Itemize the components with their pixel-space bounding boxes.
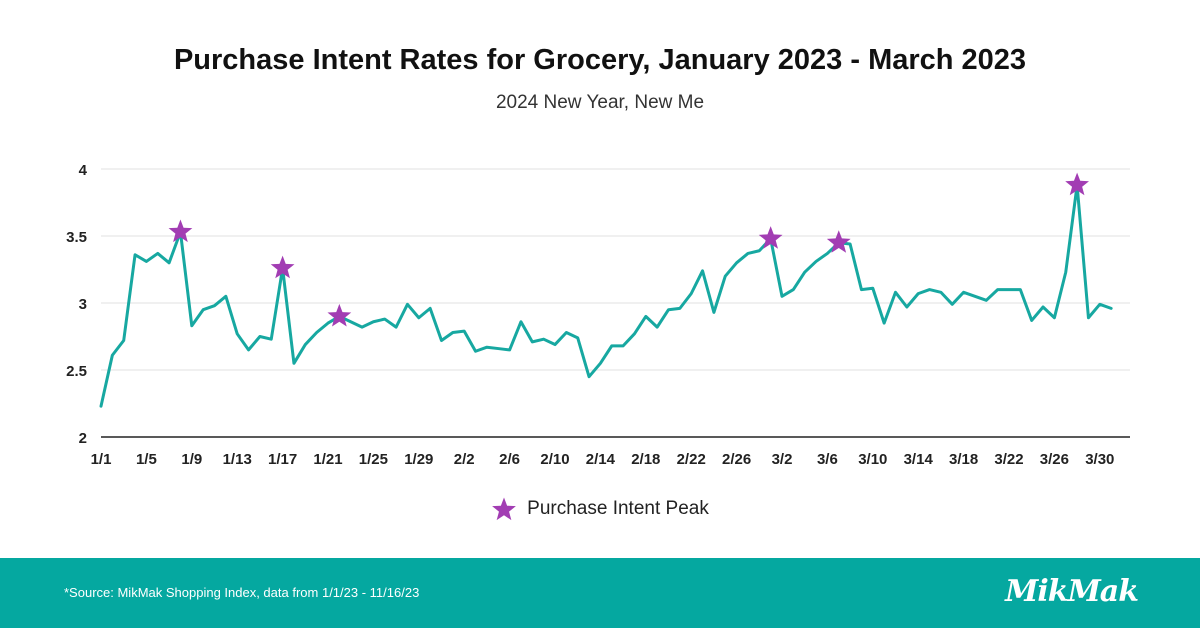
peak-star-marker: [826, 230, 851, 253]
y-tick-label: 2.5: [66, 363, 87, 380]
x-tick-label: 2/2: [454, 451, 475, 468]
mikmak-logo: MikMak: [1005, 574, 1139, 609]
x-tick-label: 3/6: [817, 451, 838, 468]
x-tick-label: 1/17: [268, 451, 297, 468]
chart-legend: Purchase Intent Peak: [0, 496, 1200, 522]
y-tick-label: 2: [79, 430, 87, 447]
x-tick-label: 2/18: [631, 451, 660, 468]
x-tick-label: 2/14: [586, 451, 616, 468]
x-tick-label: 2/6: [499, 451, 520, 468]
x-tick-label: 1/29: [404, 451, 433, 468]
x-tick-label: 3/10: [858, 451, 887, 468]
x-tick-label: 2/26: [722, 451, 751, 468]
x-tick-label: 1/1: [91, 451, 112, 468]
chart-title: Purchase Intent Rates for Grocery, Janua…: [173, 44, 1027, 76]
x-tick-label: 1/13: [223, 451, 252, 468]
x-tick-label: 3/14: [904, 451, 934, 468]
x-tick-label: 1/5: [136, 451, 157, 468]
x-tick-label: 3/18: [949, 451, 978, 468]
x-tick-label: 3/26: [1040, 451, 1069, 468]
star-icon: [492, 497, 517, 521]
x-tick-label: 1/21: [313, 451, 342, 468]
peak-star-marker: [168, 219, 193, 243]
x-tick-label: 1/25: [359, 451, 388, 468]
x-tick-label: 3/2: [772, 451, 793, 468]
chart-subtitle: 2024 New Year, New Me: [495, 92, 705, 113]
y-tick-label: 3: [79, 296, 87, 313]
x-tick-label: 3/30: [1085, 451, 1114, 468]
purchase-intent-line: [99, 183, 1113, 408]
y-tick-label: 3.5: [66, 229, 87, 246]
y-tick-label: 4: [79, 162, 88, 179]
line-chart: 2 2.5 3 3.5 4 1/1 1/5 1/9 1/13 1/17 1/21 1/25 1/29 2/…: [66, 162, 1130, 468]
peak-star-marker: [270, 255, 295, 279]
peak-star-marker: [758, 226, 783, 249]
source-note: *Source: MikMak Shopping Index, data fro…: [64, 585, 420, 600]
peak-star-marker: [327, 303, 352, 327]
x-tick-label: 1/9: [181, 451, 202, 468]
x-tick-label: 2/10: [540, 451, 569, 468]
peak-star-marker: [1065, 172, 1089, 196]
footer-bar: *Source: MikMak Shopping Index, data fro…: [0, 558, 1200, 628]
x-tick-label: 3/22: [994, 451, 1023, 468]
legend-label-purchase-intent-peak: Purchase Intent Peak: [527, 498, 709, 519]
x-tick-label: 2/22: [677, 451, 706, 468]
